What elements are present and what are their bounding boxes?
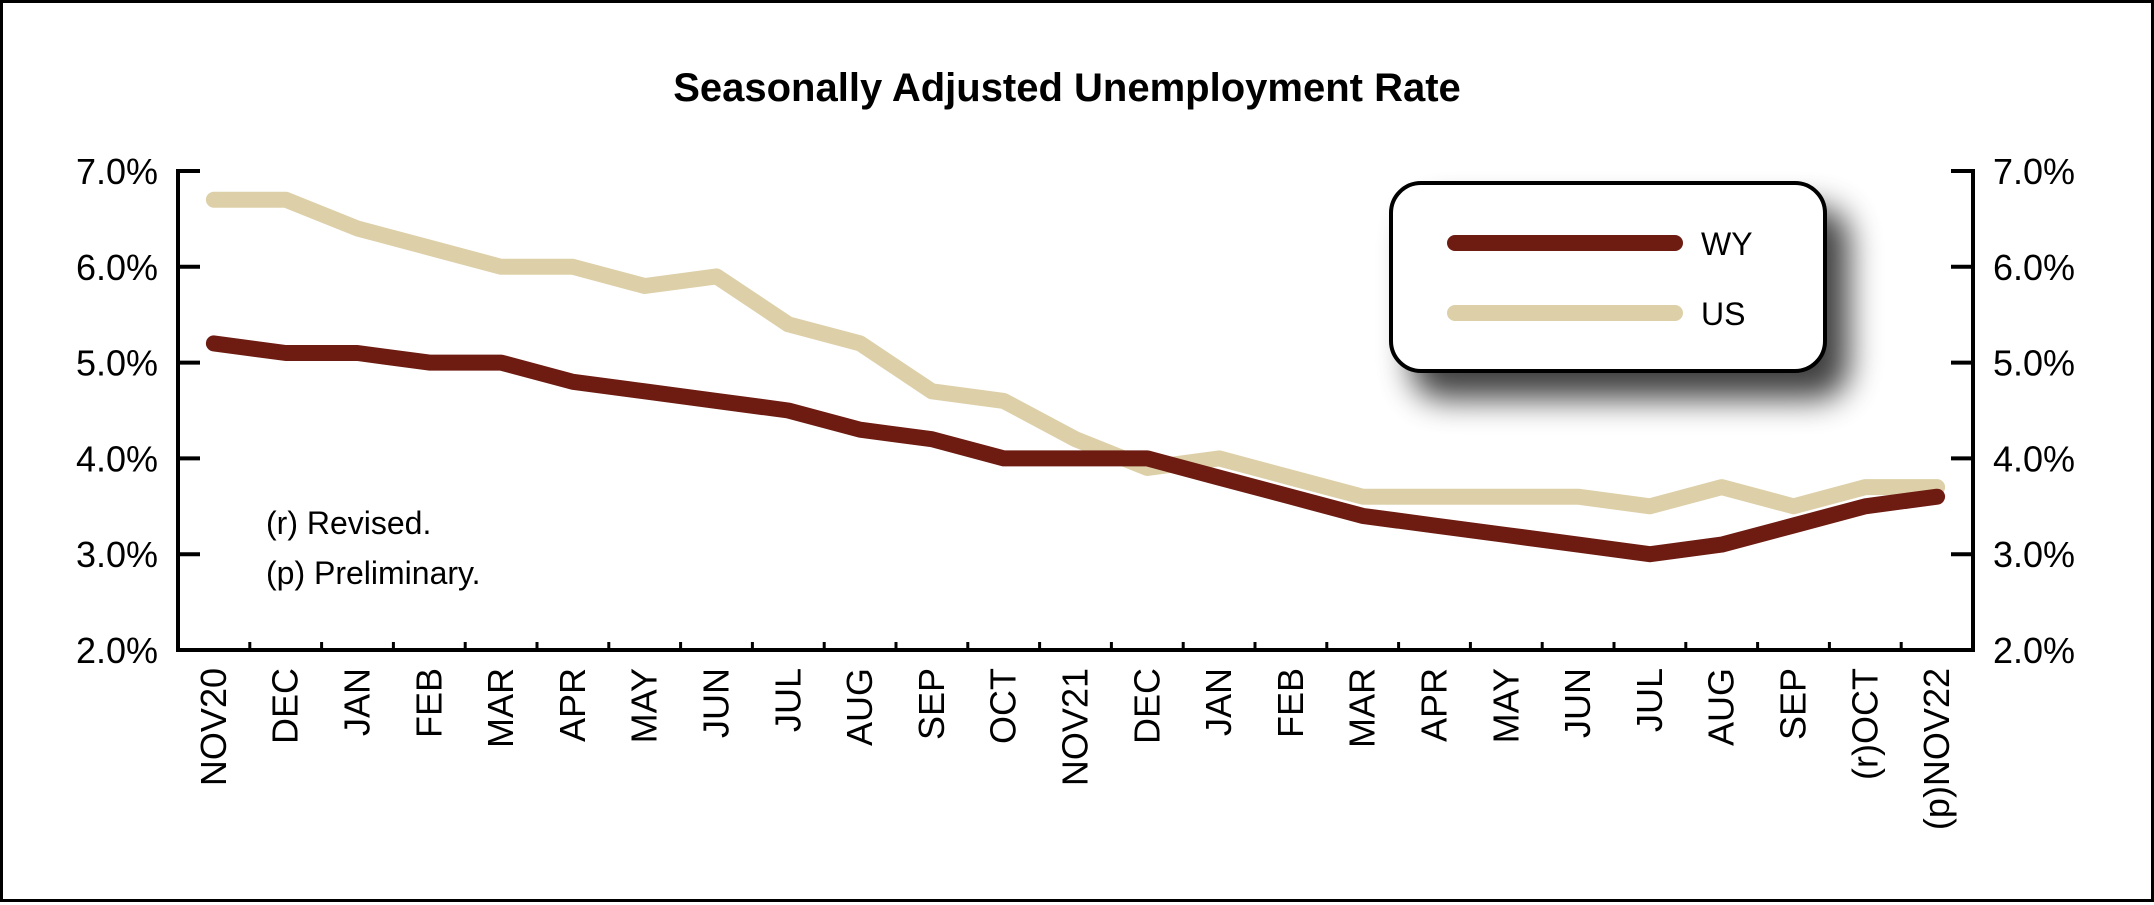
y-tick-label-right: 2.0% — [1993, 630, 2075, 671]
x-tick-label: FEB — [408, 668, 449, 738]
x-tick-label: APR — [552, 668, 593, 742]
y-tick-label-right: 4.0% — [1993, 438, 2075, 479]
x-tick-label: DEC — [265, 668, 306, 744]
x-tick-label: AUG — [839, 668, 880, 746]
legend-box — [1389, 181, 1827, 373]
x-tick-label: JUL — [1629, 668, 1670, 732]
x-tick-label: JAN — [337, 668, 378, 736]
x-tick-label: OCT — [983, 668, 1024, 744]
x-tick-label: FEB — [1270, 668, 1311, 738]
y-tick-label-left: 2.0% — [76, 630, 158, 671]
x-tick-label: MAY — [624, 668, 665, 743]
note-preliminary: (p) Preliminary. — [266, 555, 481, 591]
x-tick-label: AUG — [1701, 668, 1742, 746]
series-lines — [205, 191, 1946, 563]
x-tick-label: JUN — [696, 668, 737, 738]
x-tick-label: NOV20 — [193, 668, 234, 786]
x-tick-label: JUL — [767, 668, 808, 732]
y-tick-label-left: 5.0% — [76, 343, 158, 384]
legend-label-us: US — [1701, 296, 1745, 332]
unemployment-chart: Seasonally Adjusted Unemployment Rate 2.… — [76, 66, 2075, 830]
x-tick-label: JUN — [1557, 668, 1598, 738]
x-tick-label: SEP — [1773, 668, 1814, 740]
x-tick-label: MAY — [1485, 668, 1526, 743]
x-tick-label: APR — [1414, 668, 1455, 742]
y-tick-label-left: 7.0% — [76, 151, 158, 192]
x-tick-label: (p)NOV22 — [1916, 668, 1957, 830]
x-tick-label: SEP — [911, 668, 952, 740]
note-revised: (r) Revised. — [266, 505, 431, 541]
series-line-wy — [205, 335, 1946, 563]
x-tick-label: NOV21 — [1055, 668, 1096, 786]
y-tick-label-right: 7.0% — [1993, 151, 2075, 192]
series-line-us — [205, 191, 1946, 515]
x-tick-label: MAR — [480, 668, 521, 748]
x-tick-label: DEC — [1126, 668, 1167, 744]
x-tick-label: MAR — [1342, 668, 1383, 748]
chart-title: Seasonally Adjusted Unemployment Rate — [673, 66, 1461, 110]
legend-label-wy: WY — [1701, 226, 1753, 262]
axes: 2.0% 2.0% 3.0% 3.0% 4.0% 4.0% 5.0% 5.0% 6.0% 6.0%… — [76, 151, 2075, 830]
y-tick-label-left: 4.0% — [76, 438, 158, 479]
y-tick-label-right: 5.0% — [1993, 343, 2075, 384]
legend: WY US — [1389, 181, 1827, 373]
y-tick-label-right: 6.0% — [1993, 247, 2075, 288]
y-tick-label-right: 3.0% — [1993, 534, 2075, 575]
chart-notes: (r) Revised. (p) Preliminary. — [266, 505, 481, 591]
y-tick-label-left: 6.0% — [76, 247, 158, 288]
x-tick-label: (r)OCT — [1844, 668, 1885, 780]
y-tick-label-left: 3.0% — [76, 534, 158, 575]
x-tick-label: JAN — [1198, 668, 1239, 736]
